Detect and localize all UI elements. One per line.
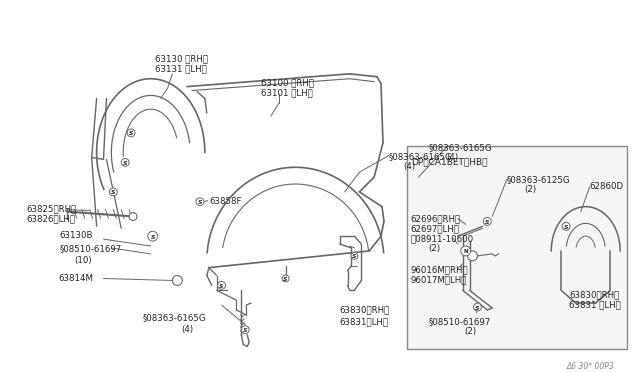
Text: Δ6 30* 00P3: Δ6 30* 00P3 <box>566 362 614 371</box>
Text: §08510-61697: §08510-61697 <box>60 244 122 253</box>
Text: §08510-61697: §08510-61697 <box>429 317 491 326</box>
Circle shape <box>474 303 481 311</box>
Circle shape <box>468 251 477 261</box>
Circle shape <box>218 282 225 289</box>
Text: (4): (4) <box>404 162 416 171</box>
Text: (10): (10) <box>74 256 92 265</box>
Text: 63101 〈LH〉: 63101 〈LH〉 <box>261 89 313 97</box>
Text: (2): (2) <box>428 244 440 253</box>
Text: N: N <box>463 250 468 254</box>
Text: S: S <box>284 277 288 282</box>
Circle shape <box>461 246 470 256</box>
Text: §08363-6165G: §08363-6165G <box>389 153 452 161</box>
Text: 62697〈LH〉: 62697〈LH〉 <box>410 224 460 233</box>
Circle shape <box>562 222 570 230</box>
Text: S: S <box>220 284 224 289</box>
Text: (4): (4) <box>446 153 458 161</box>
Text: 96017M〈LH〉: 96017M〈LH〉 <box>410 276 467 285</box>
Text: 63831〈LH〉: 63831〈LH〉 <box>340 317 388 326</box>
Bar <box>406 146 627 349</box>
Text: 63130B: 63130B <box>60 231 93 240</box>
Text: 63825〈RH〉: 63825〈RH〉 <box>27 205 77 214</box>
Text: §08363-6165G: §08363-6165G <box>428 143 492 152</box>
Text: 63814M: 63814M <box>58 273 93 283</box>
Text: ⓝ08911-10600: ⓝ08911-10600 <box>410 234 474 243</box>
Text: 63858F: 63858F <box>210 197 243 206</box>
Text: S: S <box>129 131 133 136</box>
Text: 63826〈LH〉: 63826〈LH〉 <box>27 215 76 224</box>
Text: S: S <box>476 305 480 311</box>
Circle shape <box>483 218 492 225</box>
Text: S: S <box>150 235 155 240</box>
Circle shape <box>282 275 289 282</box>
Text: S: S <box>243 328 248 333</box>
Circle shape <box>129 212 137 221</box>
Text: 62860D: 62860D <box>589 182 624 191</box>
Circle shape <box>127 129 135 137</box>
Circle shape <box>148 231 157 241</box>
Circle shape <box>172 276 182 285</box>
Text: §08363-6125G: §08363-6125G <box>507 175 571 184</box>
Text: DP「CA1BET「HB」: DP「CA1BET「HB」 <box>412 157 488 166</box>
Circle shape <box>196 198 204 206</box>
Text: (4): (4) <box>181 325 193 334</box>
Text: S: S <box>352 254 356 259</box>
Circle shape <box>241 326 249 334</box>
Circle shape <box>109 188 117 196</box>
Text: 63830〈RH〉: 63830〈RH〉 <box>340 305 390 314</box>
Text: (2): (2) <box>465 327 477 336</box>
Text: §08363-6165G: §08363-6165G <box>143 313 206 322</box>
Text: 63130 〈RH〉: 63130 〈RH〉 <box>155 54 207 63</box>
Circle shape <box>351 253 358 259</box>
Text: S: S <box>111 190 116 195</box>
Text: S: S <box>123 161 127 166</box>
Text: 96016M〈RH〉: 96016M〈RH〉 <box>410 266 468 275</box>
Text: 63131 〈LH〉: 63131 〈LH〉 <box>155 64 207 73</box>
Text: S: S <box>564 225 568 230</box>
Text: 63831 〈LH〉: 63831 〈LH〉 <box>569 300 621 309</box>
Text: 63830〈RH〉: 63830〈RH〉 <box>569 290 620 299</box>
Text: (2): (2) <box>525 185 537 194</box>
Text: S: S <box>198 200 202 205</box>
Text: 62696〈RH〉: 62696〈RH〉 <box>410 215 461 224</box>
Text: 63100 〈RH〉: 63100 〈RH〉 <box>261 79 314 88</box>
Text: S: S <box>485 220 490 225</box>
Circle shape <box>121 158 129 166</box>
